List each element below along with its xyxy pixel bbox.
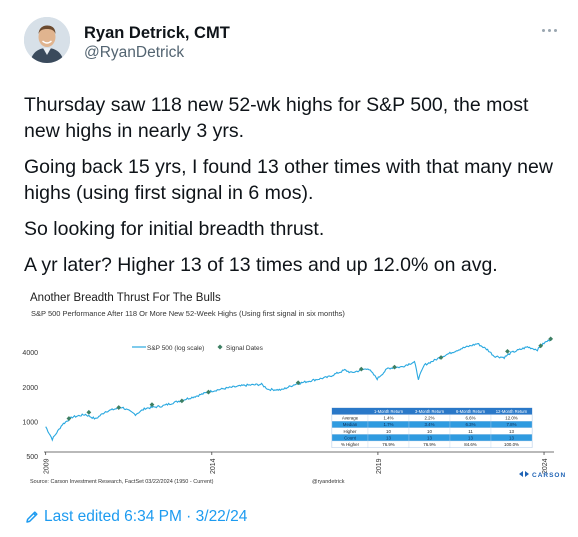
table-header-label: 3-Month Return — [415, 409, 445, 414]
signal-marker — [548, 336, 554, 342]
avatar[interactable] — [24, 17, 70, 63]
more-dot — [553, 28, 557, 32]
x-tick-label: 2019 — [376, 458, 383, 474]
chart-title: Another Breadth Thrust For The Bulls — [30, 292, 221, 304]
table-cell-bg — [490, 440, 533, 448]
timestamp-text: Last edited 6:34 PM · 3/22/24 — [44, 508, 248, 525]
author-name[interactable]: Ryan Detrick, CMT — [84, 24, 230, 42]
table-cell: 76.9% — [423, 442, 436, 447]
tweet-paragraph: A yr later? Higher 13 of 13 times and up… — [24, 254, 498, 276]
signal-marker — [295, 380, 301, 386]
table-cell: 11 — [468, 429, 473, 434]
table-cell: 13 — [509, 435, 514, 440]
y-tick-label: 2000 — [22, 385, 38, 392]
y-tick-label: 500 — [26, 454, 38, 461]
author-handle[interactable]: @RyanDetrick — [84, 44, 185, 61]
table-header-label: 1-Month Return — [374, 409, 404, 414]
tweet-text: Thursday saw 118 new 52-wk highs for S&P… — [24, 92, 560, 288]
table-cell: 13 — [427, 435, 432, 440]
table-cell: 1.7% — [383, 422, 393, 427]
table-cell: 10 — [386, 429, 391, 434]
signal-marker — [179, 398, 185, 404]
legend-label: S&P 500 (log scale) — [147, 345, 204, 352]
table-header-cell — [332, 408, 368, 415]
x-tick-label: 2009 — [44, 458, 51, 474]
table-cell: 10 — [427, 429, 432, 434]
tweet-paragraph: So looking for initial breadth thrust. — [24, 218, 325, 240]
tweet-paragraph: Going back 15 yrs, I found 13 other time… — [24, 156, 553, 204]
chart-watermark: @ryandetrick — [312, 479, 345, 485]
table-header-cell — [368, 408, 409, 415]
signal-marker — [116, 405, 122, 410]
more-options-icon[interactable] — [538, 24, 560, 36]
table-row-label: Count — [344, 435, 356, 440]
edited-timestamp[interactable]: Last edited 6:34 PM · 3/22/24 — [24, 508, 247, 526]
signal-marker — [358, 366, 364, 372]
tweet-paragraph: Thursday saw 118 new 52-wk highs for S&P… — [24, 94, 529, 142]
author-block: Ryan Detrick, CMT @RyanDetrick — [84, 23, 230, 63]
table-cell: 2.2% — [424, 416, 434, 421]
signal-marker — [538, 343, 544, 349]
table-row-label: Higher — [344, 429, 357, 434]
signal-marker — [438, 355, 444, 360]
edit-pencil-icon — [26, 511, 38, 523]
table-header-cell — [491, 408, 532, 415]
table-cell: 1.4% — [383, 416, 393, 421]
table-cell: 13 — [386, 435, 391, 440]
chart-source: Source: Carson Investment Research, Fact… — [30, 479, 214, 485]
chart-image[interactable]: Another Breadth Thrust For The Bulls S&P… — [14, 288, 566, 490]
table-cell: 7.8% — [506, 422, 516, 427]
signal-marker — [392, 364, 397, 370]
table-header-label: 12-Month Return — [496, 409, 528, 414]
carson-brand: CARSON — [532, 472, 566, 479]
signal-marker — [206, 389, 211, 395]
table-cell: 100.0% — [504, 442, 519, 447]
table-row-label: Median — [343, 422, 358, 427]
more-dot — [541, 28, 545, 32]
table-cell: 76.9% — [382, 442, 395, 447]
y-tick-label: 1000 — [22, 419, 38, 426]
legend-label: Signal Dates — [226, 345, 264, 352]
table-row-label: % Higher — [341, 442, 360, 447]
carson-logo-icon — [519, 471, 529, 477]
y-tick-label: 4000 — [22, 350, 38, 357]
signal-marker — [66, 416, 72, 421]
x-tick-label: 2014 — [210, 458, 217, 474]
signal-marker — [149, 402, 155, 408]
x-tick-label: 2024 — [542, 458, 549, 474]
table-cell: 3.4% — [424, 422, 434, 427]
table-header-label: 6-Month Return — [456, 409, 486, 414]
more-dot — [547, 28, 551, 32]
avatar-image — [24, 17, 70, 63]
table-cell: 13 — [468, 435, 473, 440]
signal-marker — [505, 348, 510, 354]
table-cell: 84.6% — [464, 442, 477, 447]
table-cell: 12.0% — [505, 416, 518, 421]
legend-marker-swatch — [217, 344, 223, 350]
table-cell: 6.3% — [465, 422, 475, 427]
table-header-cell — [450, 408, 491, 415]
signal-marker — [86, 409, 92, 415]
table-header-cell — [409, 408, 450, 415]
table-cell: 13 — [509, 429, 514, 434]
chart-subtitle: S&P 500 Performance After 118 Or More Ne… — [31, 309, 345, 318]
chart-svg: 500 1000 2000 4000 2009 2014 2019 2024 S&P 500 (… — [22, 336, 566, 485]
table-row-label: Average — [342, 416, 359, 421]
table-cell: 6.6% — [465, 416, 475, 421]
